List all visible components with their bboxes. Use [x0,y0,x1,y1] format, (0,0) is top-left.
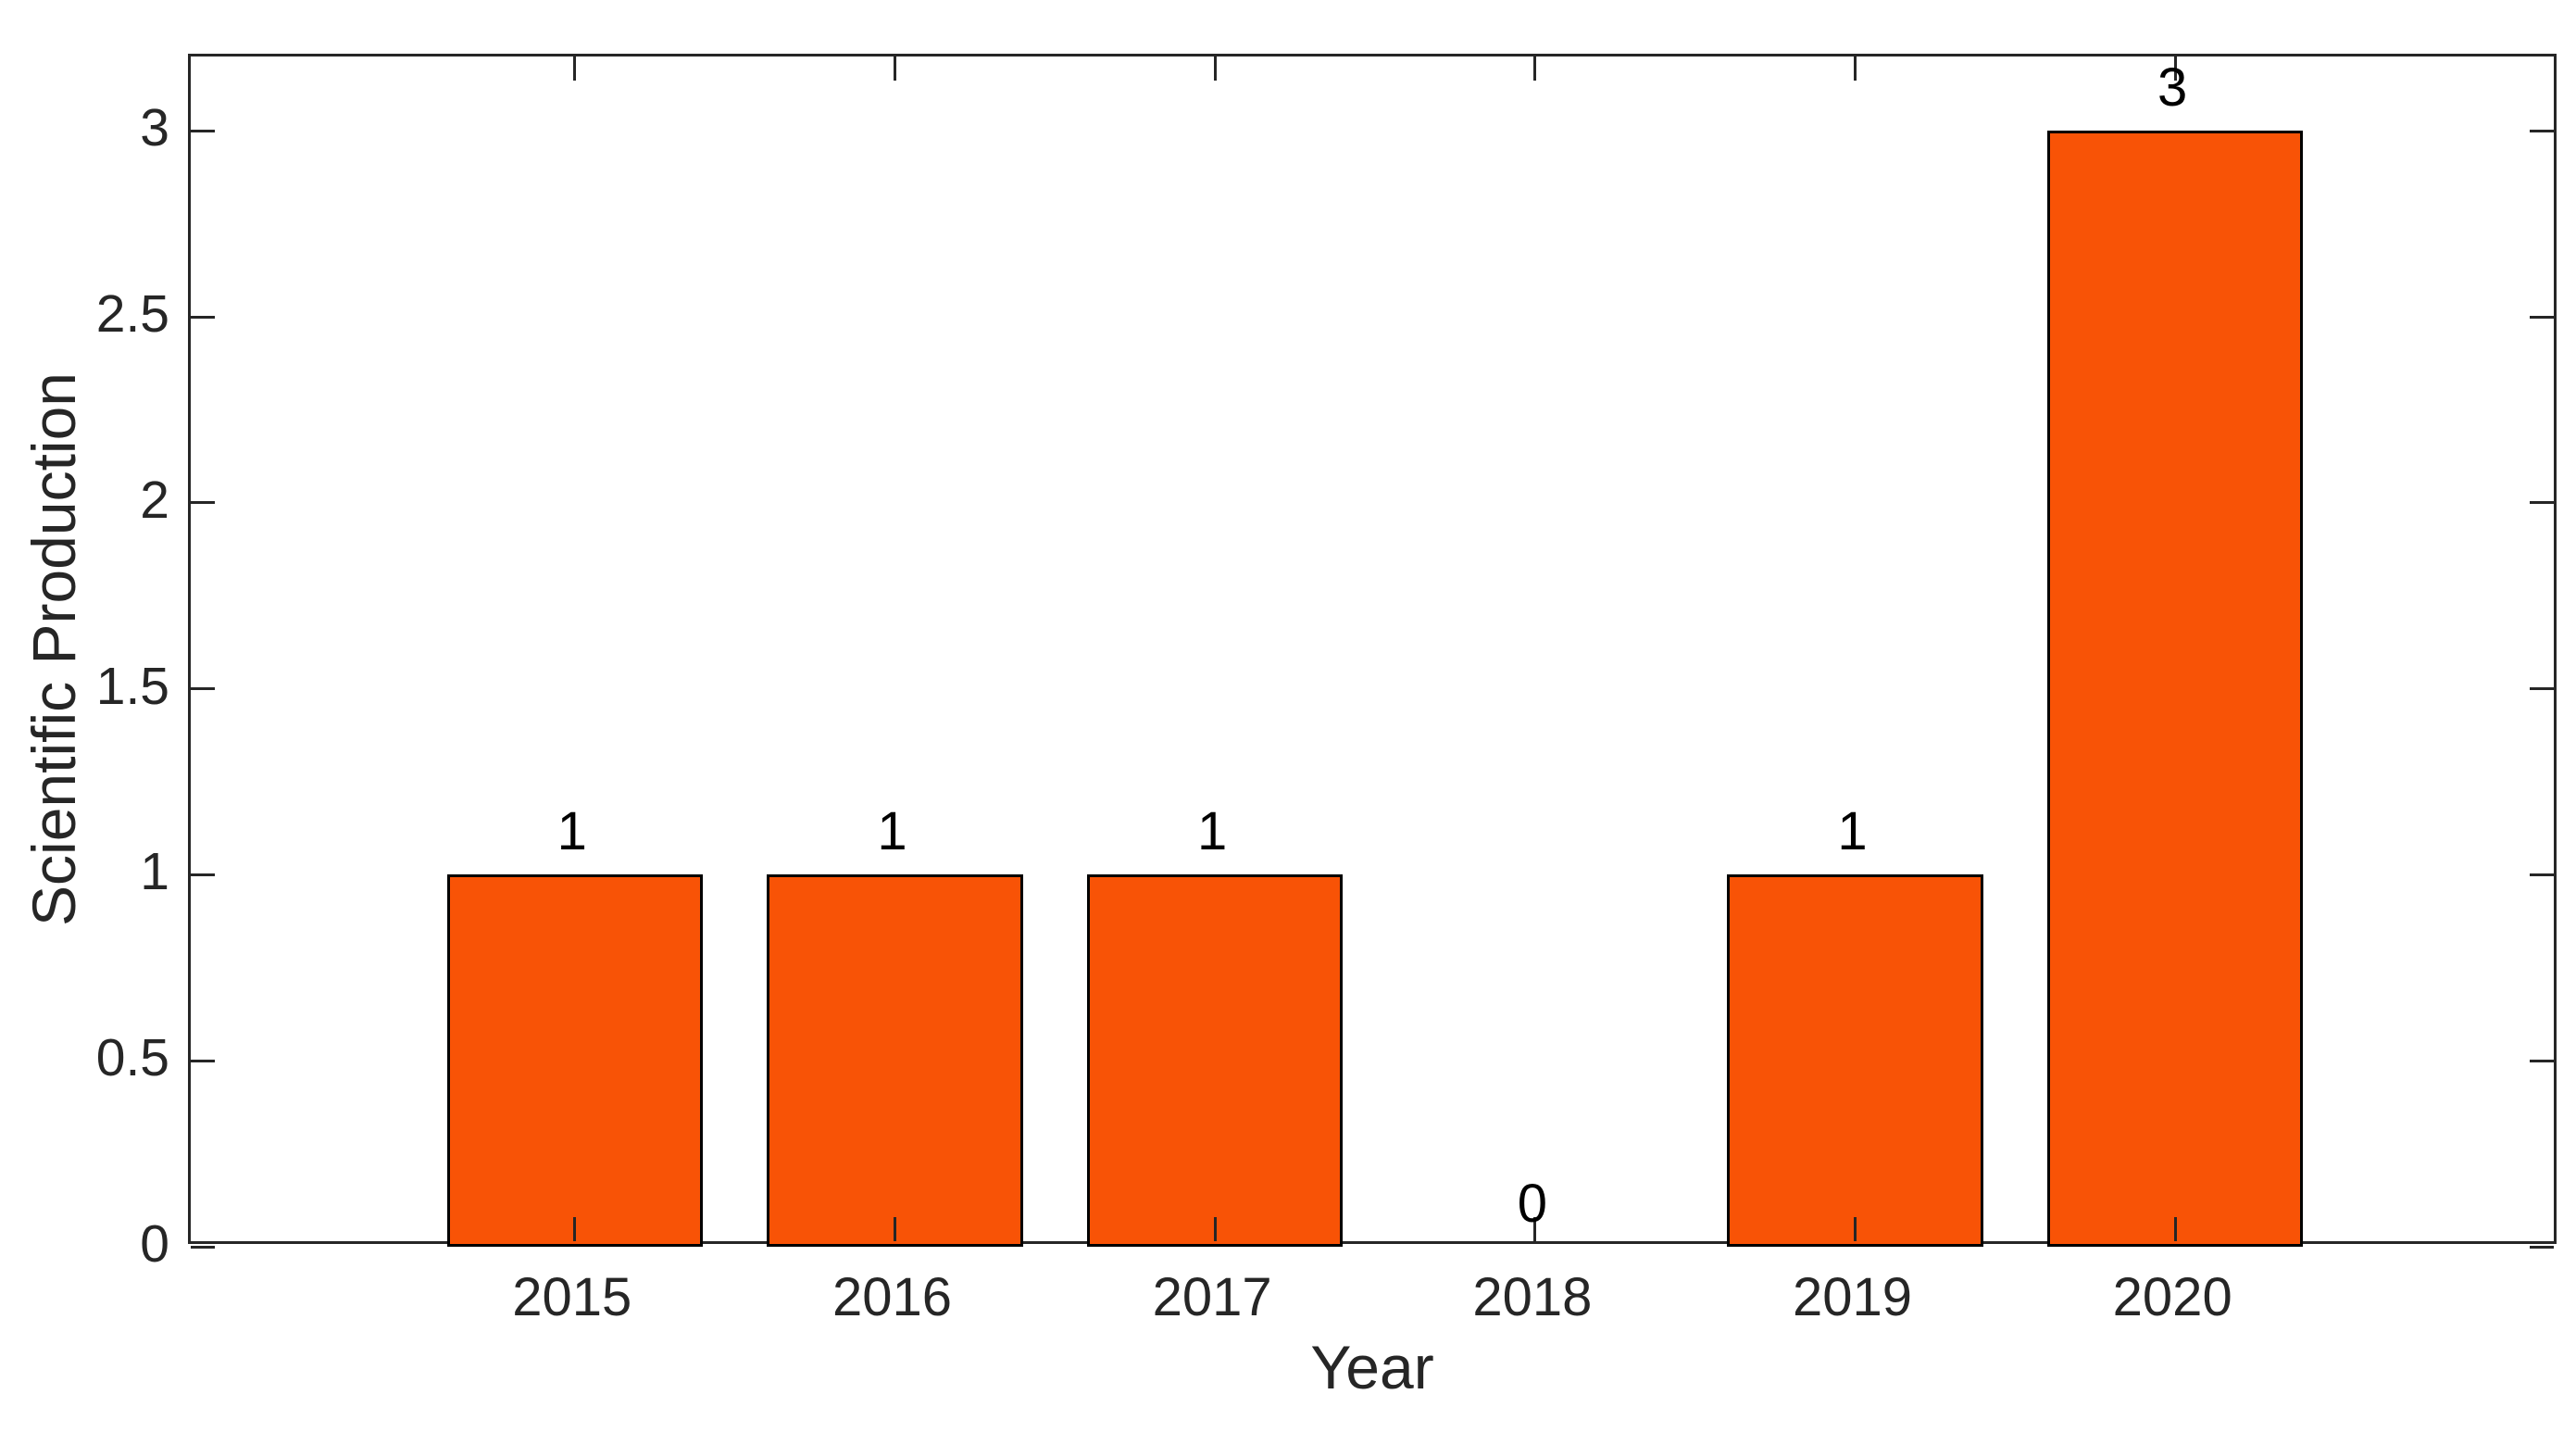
y-tick-mirror [2530,129,2554,132]
bar-2017 [1086,874,1344,1247]
x-tick-label: 2015 [512,1267,632,1327]
x-tick-mirror [573,57,577,81]
y-tick [191,501,215,505]
y-tick [191,1059,215,1062]
y-tick [191,129,215,132]
y-tick [191,873,215,876]
plot-area [188,54,2557,1249]
bar-value-label: 1 [1197,801,1228,862]
bar-value-label: 1 [556,801,587,862]
x-tick-mirror [1213,57,1217,81]
y-tick [191,687,215,691]
y-axis-label: Scientific Production [19,371,88,926]
bar-2015 [446,874,704,1247]
bar-value-label: 3 [2157,57,2188,119]
y-tick-label: 0.5 [95,1028,169,1088]
bar-2019 [1727,874,1983,1247]
y-tick-mirror [2530,1059,2554,1062]
x-tick [1213,1217,1217,1241]
x-tick-mirror [893,57,896,81]
x-tick [1533,1217,1537,1241]
y-tick [191,315,215,319]
x-tick-mirror [2173,57,2177,81]
y-tick-mirror [2530,687,2554,691]
x-tick-mirror [1533,57,1537,81]
x-tick-label: 2019 [1792,1267,1913,1327]
x-tick-label: 2018 [1472,1267,1593,1327]
x-tick [573,1217,577,1241]
y-tick-label: 3 [140,98,169,158]
x-tick-label: 2016 [832,1267,952,1327]
x-tick-mirror [1854,57,1857,81]
bar-value-label: 1 [1837,801,1868,862]
y-tick-label: 1.5 [95,656,169,716]
y-tick-label: 0 [140,1214,169,1274]
bar-2016 [767,874,1023,1247]
bar-2020 [2046,131,2304,1247]
x-tick-label: 2017 [1152,1267,1272,1327]
y-tick-mirror [2530,501,2554,505]
y-tick-label: 2.5 [95,284,169,345]
y-tick-mirror [2530,315,2554,319]
x-tick [893,1217,896,1241]
y-tick-label: 2 [140,470,169,530]
x-tick-label: 2020 [2112,1267,2232,1327]
x-tick [2173,1217,2177,1241]
y-tick-label: 1 [140,842,169,902]
bar-value-label: 0 [1517,1174,1547,1234]
x-tick [1854,1217,1857,1241]
bar-value-label: 1 [877,801,907,862]
y-tick [191,1245,215,1249]
x-axis-label: Year [1310,1333,1434,1401]
y-tick-mirror [2530,1245,2554,1249]
y-tick-mirror [2530,873,2554,876]
